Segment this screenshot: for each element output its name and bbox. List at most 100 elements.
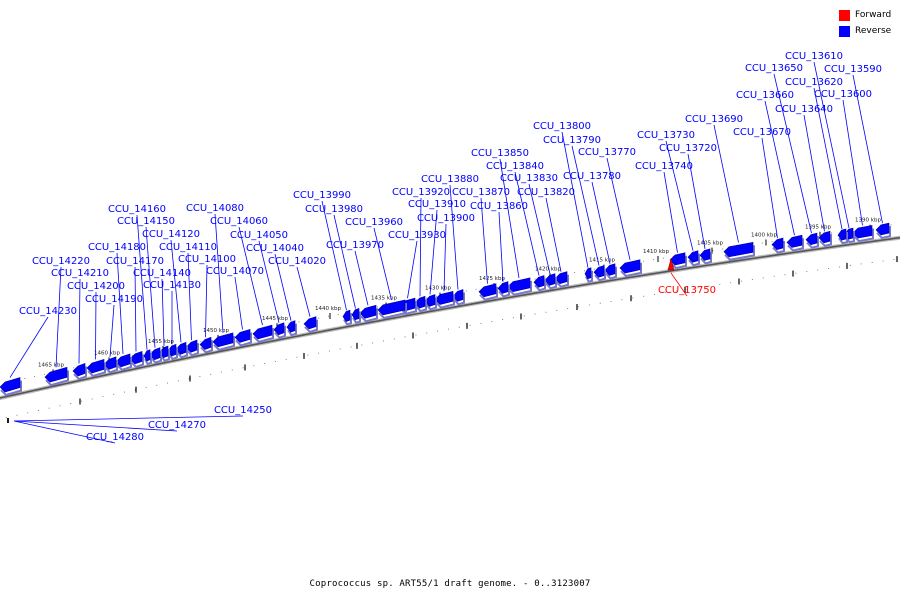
genome-caption: Coprococcus sp. ART55/1 draft genome. - … [309,579,591,589]
ccu-13840-leader [514,171,540,276]
ccu-14200-leader [95,291,97,360]
ccu-13640-feature [818,230,831,244]
ccu-13740-label: CCU_13740 [635,161,693,172]
ccu-13590-shadow [876,226,891,240]
ccu-13820-label: CCU_13820 [517,187,575,198]
ccu-13980-leader [333,214,356,309]
ccu-13730-shadow [688,253,700,267]
ccu-13590-leader [852,74,883,224]
ccu-13850-label: CCU_13850 [471,148,529,159]
ccu-14040-label: CCU_14040 [246,243,304,254]
ccu-13770-shadow [620,262,642,278]
ccu-14140-leader [161,278,165,347]
ccu-14170-leader [134,266,137,352]
ccu-13970-leader [354,250,369,306]
ccu-13850-shadow [508,280,532,296]
ccu-14050-feature [273,322,285,336]
ccu-13780-feature [604,263,616,276]
ccu-13900-leader [443,223,447,292]
ccu-13900-shadow [435,294,455,309]
ccu-13910-leader [429,209,438,295]
ccu-13840-label: CCU_13840 [486,161,544,172]
ccu-13620-shadow [838,232,848,245]
ccu-13830-feature [544,273,556,286]
ccu-13730-feature [687,250,699,263]
ccu-13660-label: CCU_13660 [736,90,794,101]
ccu-13730-leader [665,140,694,251]
ccu-14110-leader [187,252,192,341]
ccu-13990-label: CCU_13990 [293,190,351,201]
ccu-14100-leader [205,264,208,338]
ccu-14230-label: CCU_14230 [19,306,77,317]
ccu-14210-leader [78,278,81,364]
ccu-13820-shadow [555,274,569,288]
ccu-13860-leader [498,211,504,282]
ccu-13830-shadow [545,276,557,290]
tick-label: 1395 kbp [805,225,831,231]
ccu-14120-shadow [176,345,188,359]
ccu-13790-leader [571,145,600,266]
tick-label: 1430 kbp [425,286,451,292]
ccu-13970-label: CCU_13970 [326,240,384,251]
ccu-14190-shadow [104,359,118,374]
ccu-13660-leader [764,100,795,236]
ccu-14020-label: CCU_14020 [268,256,326,267]
ccu-13910-feature [424,294,436,307]
reverse-legend-swatch [839,26,850,37]
tick-label: 1415 kbp [589,258,615,264]
ccu-13720-shadow [700,251,712,265]
forward-legend-label: Forward [855,10,892,20]
ccu-14190-leader [109,304,115,357]
ccu-13920-leader [419,197,422,297]
ccu-13960-shadow [378,302,407,320]
ccu-13770-leader [606,157,631,260]
ccu-14220-leader [55,266,62,368]
tick-label: 1455 kbp [148,339,174,345]
ccu-13650-shadow [806,236,819,249]
ccu-14160-leader [136,214,148,350]
ccu-13880-feature [452,289,464,302]
ccu-14250-leader [13,415,244,422]
ccu-14130-shadow [168,347,178,361]
ccu-14190-label: CCU_14190 [85,294,143,305]
ccu-14220-shadow [45,370,69,387]
ccu-13960-label: CCU_13960 [345,217,403,228]
ccu-13660-feature [786,234,803,248]
ccu-13610-label: CCU_13610 [785,51,843,62]
ccu-13870-label: CCU_13870 [452,187,510,198]
ccu-13780-label: CCU_13780 [563,171,621,182]
ccu-13620-feature [837,228,847,241]
ccu-13840-shadow [534,278,546,292]
ccu-13670-feature [771,237,784,250]
ccu-14210-label: CCU_14210 [51,268,109,279]
ccu-14080-leader [214,213,224,333]
ccu-14250-label: CCU_14250 [214,405,272,416]
reverse-legend-label: Reverse [855,26,892,36]
ccu-13860-shadow [498,284,510,298]
ccu-13740-leader [663,171,678,253]
ccu-13600-leader [842,99,863,226]
ccu-14170-shadow [130,354,144,369]
ccu-13850-feature [507,277,531,293]
ccu-14210-feature [72,363,86,377]
ccu-14070-feature [234,329,251,343]
ccu-13960-leader [373,227,392,301]
ccu-14170-feature [129,350,143,365]
tick-label: 1405 kbp [697,241,723,247]
ccu-14130-label: CCU_14130 [143,280,201,291]
ccu-14100-shadow [200,340,213,354]
ccu-13720-feature [699,248,711,261]
ccu-13600-feature [852,225,873,239]
ccu-14110-shadow [186,343,199,357]
ccu-13800-label: CCU_13800 [533,121,591,132]
ccu-13600-shadow [853,228,874,243]
ccu-13900-feature [434,290,454,305]
ccu-13980-label: CCU_13980 [305,204,363,215]
tick-label: 1410 kbp [643,249,669,255]
ccu-14080-feature [212,332,234,348]
ccu-14120-label: CCU_14120 [142,229,200,240]
ccu-13650-leader [773,73,812,234]
ccu-14150-shadow [150,350,162,364]
ccu-13730-label: CCU_13730 [637,130,695,141]
tick-label: 1460 kbp [94,350,120,356]
